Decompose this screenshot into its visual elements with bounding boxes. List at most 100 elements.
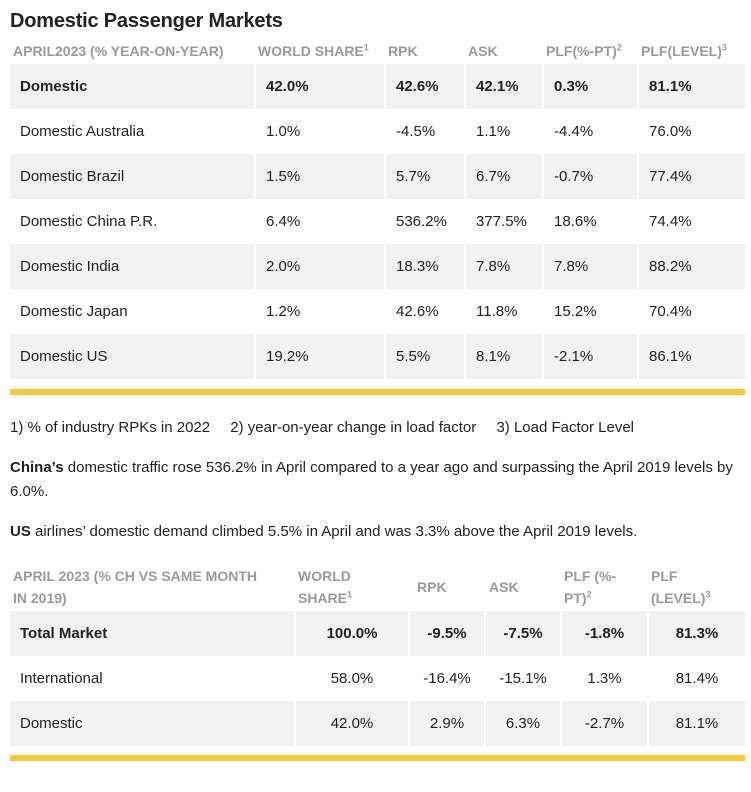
column-header-ask: ASK [468, 43, 498, 59]
china-text: domestic traffic rose 536.2% in April co… [10, 459, 733, 500]
cell-ask: 8.1% [465, 334, 544, 379]
table-bottom-rule [10, 389, 745, 395]
cell-world-share: 42.0% [295, 701, 410, 746]
column-header-rpk: RPK [388, 43, 418, 59]
cell-world-share: 1.0% [255, 109, 386, 154]
cell-plf-level: 88.2% [638, 244, 745, 289]
row-label: Domestic India [10, 244, 256, 289]
table-row: Domestic 42.0% 2.9% 6.3% -2.7% 81.1% [10, 701, 745, 746]
cell-rpk: -9.5% [409, 611, 486, 656]
column-header-plf-pt: PLF(%-PT)2 [546, 42, 622, 59]
footnotes: 1) % of industry RPKs in 2022 2) year-on… [10, 419, 650, 436]
column-header-world-share: WORLD SHARE1 [258, 42, 369, 59]
table-row: International 58.0% -16.4% -15.1% 1.3% 8… [10, 656, 745, 701]
row-label: Domestic Australia [10, 109, 256, 154]
cell-rpk: 5.7% [385, 154, 466, 199]
cell-plf-pt: -2.7% [561, 701, 649, 746]
table-header-row: APRIL 2023 (% CH VS SAME MONTH IN 2019) W… [10, 563, 745, 611]
china-label: China’s [10, 459, 64, 476]
cell-ask: -7.5% [485, 611, 562, 656]
cell-plf-level: 81.3% [648, 611, 745, 656]
cell-world-share: 1.5% [255, 154, 386, 199]
cell-plf-level: 74.4% [649, 213, 692, 230]
us-text: airlines’ domestic demand climbed 5.5% i… [30, 523, 638, 540]
table-row: Domestic Australia 1.0% -4.5% 1.1% -4.4%… [10, 109, 745, 154]
us-paragraph: US airlines’ domestic demand climbed 5.5… [10, 520, 735, 544]
cell-world-share: 1.2% [255, 289, 386, 334]
cell-ask: 377.5% [465, 199, 544, 244]
column-header-rpk: RPK [417, 579, 447, 595]
table-row: Domestic China P.R. 6.4% 536.2% 377.5% 1… [10, 199, 745, 244]
cell-world-share: 58.0% [295, 656, 410, 701]
cell-plf-level: 81.1% [638, 64, 745, 109]
total-market-table: APRIL 2023 (% CH VS SAME MONTH IN 2019) W… [10, 563, 745, 746]
column-header-period: APRIL2023 (% YEAR-ON-YEAR) [13, 43, 224, 59]
cell-plf-pt: -0.7% [543, 154, 639, 199]
cell-world-share: 42.0% [255, 64, 386, 109]
cell-ask: -15.1% [485, 656, 562, 701]
china-paragraph: China’s domestic traffic rose 536.2% in … [10, 456, 735, 504]
cell-ask: 6.7% [465, 154, 544, 199]
row-label: Domestic US [10, 334, 256, 379]
cell-plf-level: 81.1% [648, 701, 745, 746]
table-row: Domestic 42.0% 42.6% 42.1% 0.3% 81.1% [10, 64, 745, 109]
cell-world-share: 6.4% [255, 199, 386, 244]
column-header-period: APRIL 2023 (% CH VS SAME MONTH IN 2019) [13, 568, 258, 606]
row-label: Domestic China P.R. [10, 199, 256, 244]
cell-rpk: 5.5% [385, 334, 466, 379]
column-header-plf-level: PLF(LEVEL)3 [651, 568, 711, 606]
table-row: Domestic US 19.2% 5.5% 8.1% -2.1% 86.1% [10, 334, 745, 379]
cell-plf-pt: 1.3% [561, 656, 649, 701]
cell-plf-level: 86.1% [638, 334, 745, 379]
row-label: Domestic [10, 64, 256, 109]
cell-ask: 7.8% [465, 244, 544, 289]
cell-rpk: 536.2% [385, 199, 466, 244]
cell-rpk: 42.6% [385, 289, 466, 334]
cell-world-share: 2.0% [255, 244, 386, 289]
cell-plf-pt: 15.2% [543, 289, 639, 334]
cell-ask: 42.1% [465, 64, 544, 109]
table-bottom-rule [10, 755, 745, 761]
cell-plf-level: 77.4% [638, 154, 745, 199]
column-header-plf-pt: PLF (%- PT)2 [564, 568, 617, 606]
cell-plf-pt: -2.1% [543, 334, 639, 379]
table-row: Domestic India 2.0% 18.3% 7.8% 7.8% 88.2… [10, 244, 745, 289]
table-row: Domestic Brazil 1.5% 5.7% 6.7% -0.7% 77.… [10, 154, 745, 199]
footnote-3: 3) Load Factor Level [496, 419, 635, 436]
cell-rpk: 42.6% [385, 64, 466, 109]
us-label: US [10, 523, 31, 540]
cell-plf-level: 70.4% [649, 303, 692, 320]
cell-rpk: 18.3% [385, 244, 466, 289]
cell-ask: 1.1% [465, 109, 544, 154]
cell-plf-pt: 0.3% [543, 64, 639, 109]
cell-world-share: 100.0% [295, 611, 410, 656]
domestic-markets-table: APRIL2023 (% YEAR-ON-YEAR) WORLD SHARE1 … [10, 38, 745, 379]
cell-plf-pt: 7.8% [543, 244, 639, 289]
cell-ask: 11.8% [465, 289, 544, 334]
column-header-plf-level: PLF(LEVEL)3 [641, 42, 727, 59]
table-row: Domestic Japan 1.2% 42.6% 11.8% 15.2% 70… [10, 289, 745, 334]
page-title: Domestic Passenger Markets [10, 10, 283, 32]
footnote-1: 1) % of industry RPKs in 2022 [10, 419, 211, 436]
column-header-ask: ASK [489, 579, 519, 595]
cell-plf-pt: -1.8% [561, 611, 649, 656]
footnote-2: 2) year-on-year change in load factor [230, 419, 477, 436]
cell-plf-level: 81.4% [675, 670, 719, 687]
row-label: Domestic [10, 701, 296, 746]
cell-rpk: -16.4% [409, 656, 486, 701]
cell-rpk: -4.5% [385, 109, 466, 154]
row-label: Domestic Japan [10, 289, 256, 334]
cell-plf-level: 76.0% [649, 123, 692, 140]
cell-plf-pt: -4.4% [543, 109, 639, 154]
column-header-world-share: WORLD SHARE1 [298, 568, 353, 606]
row-label: Total Market [10, 611, 296, 656]
cell-world-share: 19.2% [255, 334, 386, 379]
table-row: Total Market 100.0% -9.5% -7.5% -1.8% 81… [10, 611, 745, 656]
table-header-row: APRIL2023 (% YEAR-ON-YEAR) WORLD SHARE1 … [10, 38, 745, 64]
row-label: International [10, 656, 296, 701]
cell-ask: 6.3% [485, 701, 562, 746]
cell-rpk: 2.9% [409, 701, 486, 746]
row-label: Domestic Brazil [10, 154, 256, 199]
cell-plf-pt: 18.6% [543, 199, 639, 244]
